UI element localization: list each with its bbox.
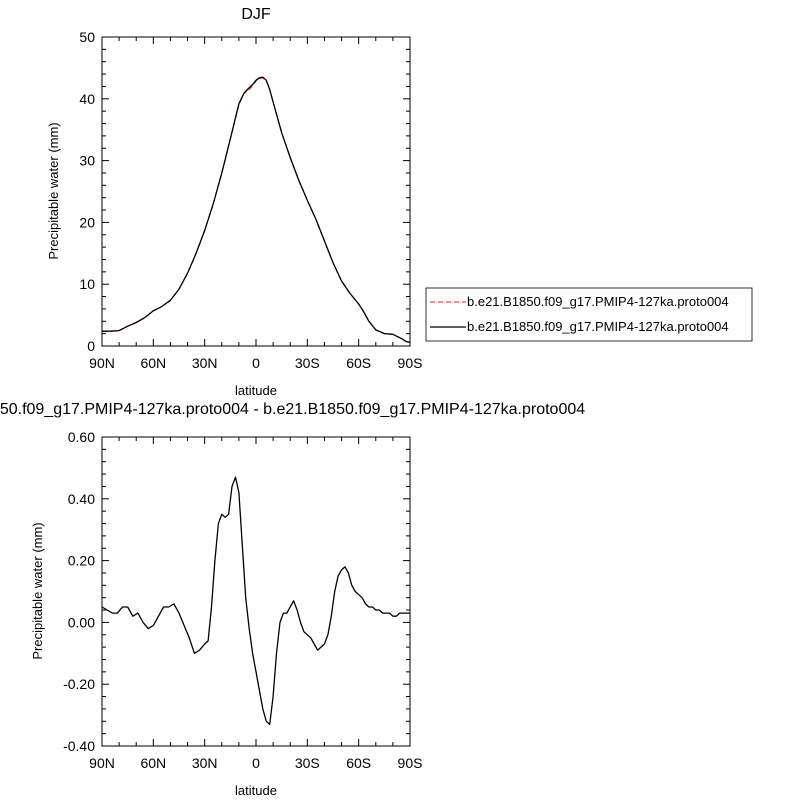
top-panel-x-tick-label: 0 <box>252 355 260 371</box>
top-panel-y-tick-label: 20 <box>79 214 95 230</box>
bottom-panel-series-line-0 <box>101 476 410 726</box>
bottom-panel-x-tick-label: 60N <box>140 755 166 771</box>
top-panel-x-tick-label: 30N <box>192 355 218 371</box>
top-panel-lines <box>102 76 411 343</box>
top-panel-title: DJF <box>241 6 271 23</box>
top-panel-y-tick-label: 40 <box>79 91 95 107</box>
bottom-panel-y-tick-label: -0.40 <box>63 738 95 754</box>
bottom-panel-x-tick-label: 30N <box>192 755 218 771</box>
top-panel-x-tick-label: 90S <box>398 355 423 371</box>
bottom-panel-y-tick-label: 0.40 <box>68 491 95 507</box>
top-panel-x-tick-label: 60N <box>140 355 166 371</box>
legend-box <box>425 287 753 342</box>
top-panel-series-line-0 <box>102 77 411 343</box>
top-panel-y-tick-label: 0 <box>87 338 95 354</box>
legend-entry-dashed: b.e21.B1850.f09_g17.PMIP4-127ka.proto004 <box>467 294 729 309</box>
legend: b.e21.B1850.f09_g17.PMIP4-127ka.proto004… <box>425 287 753 342</box>
top-panel-y-tick-label: 30 <box>79 153 95 169</box>
legend-entry-solid: b.e21.B1850.f09_g17.PMIP4-127ka.proto004 <box>467 319 729 334</box>
bottom-panel-y-tick-label: 0.00 <box>68 614 95 630</box>
bottom-panel-ylabel: Precipitable water (mm) <box>30 522 45 659</box>
bottom-panel-y-tick-label: -0.20 <box>63 676 95 692</box>
bottom-panel-x-tick-label: 90N <box>89 755 115 771</box>
top-panel-xlabel: latitude <box>235 383 277 398</box>
bottom-panel-y-tick-label: 0.60 <box>68 429 95 445</box>
top-panel-axes: 90N 60N 30N 0 30S 60S 90S 0 10 20 30 40 50 <box>79 29 422 371</box>
top-panel-y-tick-label: 10 <box>79 276 95 292</box>
top-panel-ylabel: Precipitable water (mm) <box>46 122 61 259</box>
top-panel-x-tick-label: 30S <box>295 355 320 371</box>
top-panel-frame <box>101 36 411 347</box>
bottom-panel-title: b.e21.B1850.f09_g17.PMIP4-127ka.proto004… <box>0 401 585 418</box>
top-panel-series-line-1 <box>102 76 411 343</box>
top-panel-x-tick-label: 90N <box>89 355 115 371</box>
bottom-panel-lines <box>101 476 410 726</box>
top-panel-y-tick-label: 50 <box>79 29 95 45</box>
bottom-panel-x-tick-label: 90S <box>398 755 423 771</box>
bottom-panel-x-tick-label: 0 <box>252 755 260 771</box>
bottom-panel: b.e21.B1850.f09_g17.PMIP4-127ka.proto004… <box>0 401 585 798</box>
top-panel: DJF 90N 60N 30N 0 30S 60S 90S 0 10 20 30 40 50 latit… <box>46 6 422 398</box>
top-panel-x-tick-label: 60S <box>346 355 371 371</box>
bottom-panel-axes: 90N 60N 30N 0 30S 60S 90S -0.40 -0.20 0.00 0.20 0.4… <box>63 429 422 771</box>
bottom-panel-frame <box>101 436 411 747</box>
bottom-panel-y-tick-label: 0.20 <box>68 553 95 569</box>
bottom-panel-x-tick-label: 30S <box>295 755 320 771</box>
bottom-panel-xlabel: latitude <box>235 783 277 798</box>
bottom-panel-x-tick-label: 60S <box>346 755 371 771</box>
